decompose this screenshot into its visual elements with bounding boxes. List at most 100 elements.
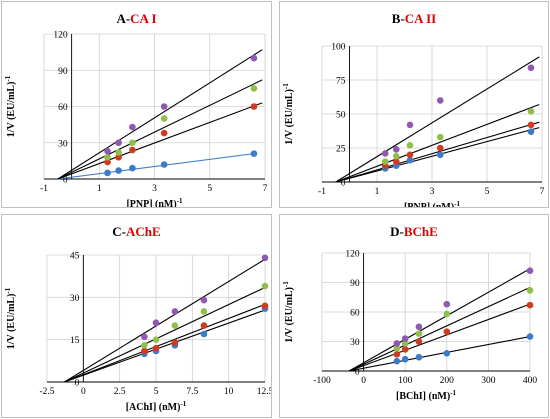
data-point (527, 121, 535, 129)
x-axis-label: [BChI] (nM)-1 (396, 389, 457, 402)
data-point (104, 158, 111, 166)
data-point (415, 353, 423, 361)
x-tick-label: 3 (430, 187, 435, 197)
data-point (443, 310, 451, 318)
y-tick-label: 90 (350, 279, 360, 289)
x-tick-label: 400 (523, 376, 538, 386)
data-point (415, 323, 423, 331)
data-point (129, 139, 136, 147)
x-tick-label: -1 (318, 187, 326, 197)
data-point (443, 328, 451, 335)
x-tick-label: 100 (398, 376, 413, 386)
data-point (392, 152, 400, 160)
data-point (415, 330, 423, 337)
x-tick-label: 0 (81, 387, 86, 397)
x-tick-label: 5 (154, 387, 159, 397)
chart-title-prefix: D- (390, 224, 404, 239)
trend-line (64, 286, 266, 383)
data-point (129, 164, 136, 172)
chart-title: A-CA I (116, 11, 156, 26)
y-tick-label: 50 (336, 111, 346, 121)
data-point (526, 287, 534, 294)
x-tick-label: 7 (263, 184, 268, 194)
data-point (401, 355, 409, 363)
trend-line (64, 258, 266, 383)
data-point (129, 123, 136, 131)
data-point (250, 54, 258, 62)
data-point (141, 347, 148, 355)
data-point (115, 149, 122, 156)
chart-title-prefix: B- (392, 11, 405, 26)
chart-svg: A-CA I -1 1 3 5 7 0 30 60 90 120 [PNP] (nM)-1 1/V (E… (4, 11, 268, 207)
trend-line (57, 79, 263, 180)
data-point (141, 342, 148, 349)
data-point (393, 345, 401, 352)
y-tick-label: 120 (345, 250, 360, 260)
data-point (401, 346, 409, 353)
x-tick-label: 7 (540, 187, 545, 197)
data-point (527, 128, 535, 135)
data-point (250, 103, 258, 110)
data-point (381, 150, 389, 157)
data-point (104, 147, 111, 155)
x-tick-label: 7.5 (186, 387, 198, 397)
data-point (401, 335, 409, 342)
trend-line (335, 121, 540, 183)
chart-title-prefix: C- (112, 224, 126, 239)
y-tick-label: 25 (336, 145, 346, 155)
y-tick-label: 60 (350, 309, 360, 319)
chart-title-prefix: A- (116, 11, 130, 26)
data-point (381, 158, 389, 165)
data-point (200, 296, 208, 304)
data-point (443, 300, 451, 308)
data-point (526, 301, 534, 309)
y-tick-label: 0 (341, 179, 346, 189)
x-tick-label: 1 (375, 187, 380, 197)
data-point (129, 146, 136, 154)
data-point (250, 150, 258, 157)
y-tick-label: 0 (63, 176, 68, 186)
chart-svg: D-BChE -100 0 100 200 300 400 0 30 60 90 120 [BChI] … (282, 224, 538, 402)
x-axis-label: [AChI] (nM)-1 (126, 400, 187, 413)
x-tick-label: 12.5 (257, 387, 271, 397)
data-point (392, 146, 400, 153)
chart-svg: B-CA II -1 1 3 5 7 0 25 50 75 100 [PNP] (nM)-1 1/V (… (282, 11, 545, 207)
data-point (393, 357, 401, 365)
chart-title-enzyme: AChE (126, 224, 161, 239)
trend-line (57, 153, 255, 180)
data-point (104, 153, 111, 161)
data-point (160, 161, 168, 168)
chart-title: B-CA II (392, 11, 436, 26)
data-point (152, 344, 160, 352)
x-tick-label: 10 (224, 387, 234, 397)
data-point (115, 167, 122, 174)
x-tick-label: 5 (207, 184, 212, 194)
chart-title-enzyme: CA I (130, 11, 156, 26)
trend-line (348, 286, 531, 372)
data-point (406, 121, 414, 129)
data-point (436, 151, 444, 159)
data-point (200, 308, 208, 315)
x-tick-label: -1 (40, 184, 48, 194)
data-point (250, 85, 258, 92)
chart-panel-a: A-CA I -1 1 3 5 7 0 30 60 90 120 [PNP] (nM)-1 1/V (E… (1, 1, 272, 208)
x-tick-label: 0 (361, 376, 366, 386)
data-point (436, 133, 444, 141)
x-tick-label: 200 (440, 376, 455, 386)
data-point (393, 350, 401, 358)
data-point (160, 103, 168, 110)
x-tick-label: 2.5 (114, 387, 126, 397)
chart-svg: C-AChE -2.5 0 2.5 5 7.5 10 12.5 0 15 30 45 [AChI] (n… (4, 224, 271, 413)
chart-panel-b: B-CA II -1 1 3 5 7 0 25 50 75 100 [PNP] (nM)-1 1/V (… (279, 1, 549, 208)
chart-title: D-BChE (390, 224, 438, 239)
data-point (261, 254, 269, 262)
y-tick-label: 0 (75, 379, 80, 389)
data-point (406, 151, 414, 159)
data-point (392, 158, 400, 165)
x-axis-label: [PNP] (nM)-1 (126, 197, 183, 207)
data-point (526, 267, 534, 274)
y-tick-label: 45 (70, 252, 80, 262)
y-tick-label: 0 (355, 368, 360, 378)
x-tick-label: 300 (481, 376, 496, 386)
chart-title: C-AChE (112, 224, 160, 239)
